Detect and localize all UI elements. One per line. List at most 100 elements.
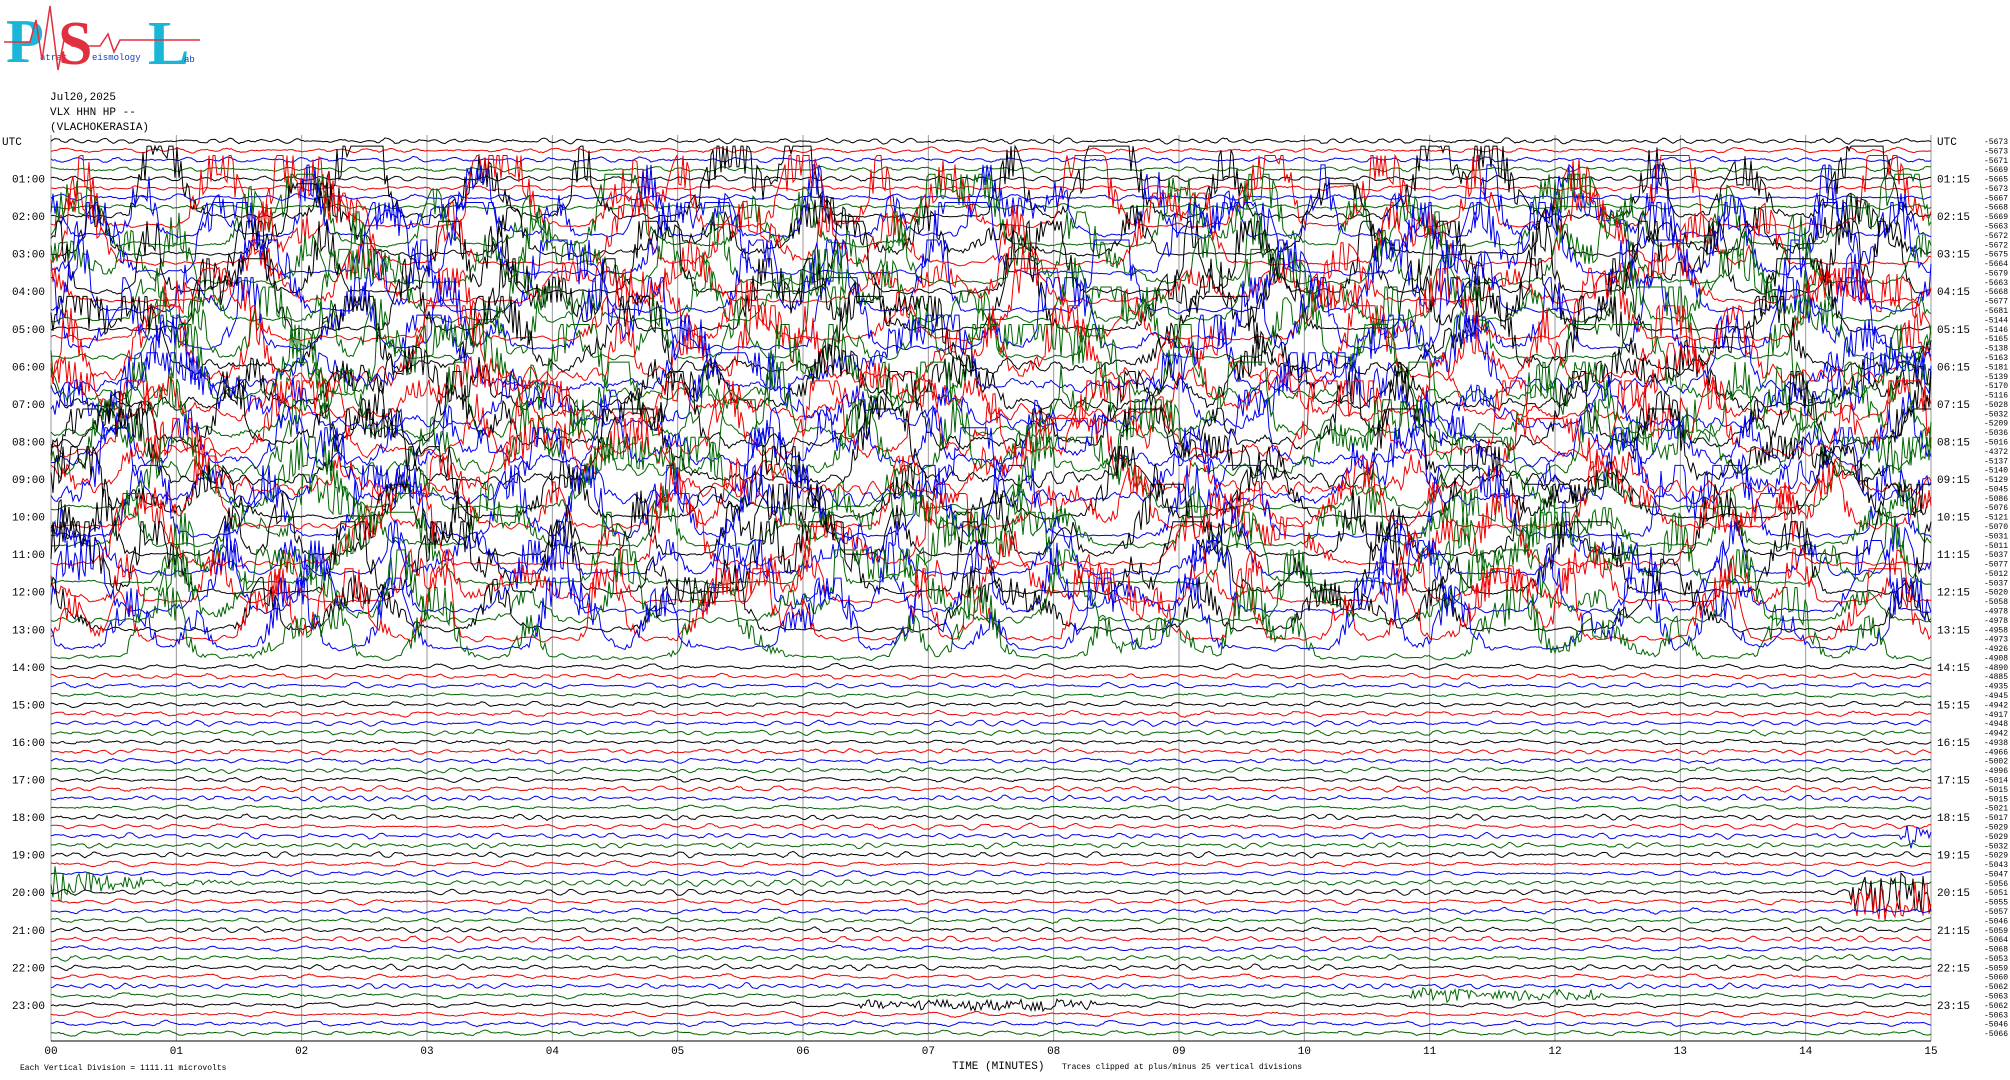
row-offset: -5017 xyxy=(1984,814,2008,823)
trace xyxy=(50,700,1932,709)
row-offset: -5031 xyxy=(1984,532,2008,541)
row-offset: -4945 xyxy=(1984,692,2008,701)
trace xyxy=(50,184,1932,192)
row-offset: -5673 xyxy=(1984,185,2008,194)
row-offset: -4942 xyxy=(1984,730,2008,739)
left-time-label: 03:00 xyxy=(12,250,45,262)
row-offset: -4926 xyxy=(1984,645,2008,654)
clip-note: Traces clipped at plus/minus 25 vertical… xyxy=(1062,1063,1302,1072)
right-time-label: 14:15 xyxy=(1937,663,1970,675)
trace xyxy=(51,1029,1932,1037)
trace xyxy=(50,954,1932,962)
row-offset: -5209 xyxy=(1984,420,2008,429)
logo-text: ab xyxy=(184,55,195,65)
row-offset: -4372 xyxy=(1984,448,2008,457)
row-offset: -5139 xyxy=(1984,373,2008,382)
trace xyxy=(50,662,1932,671)
trace xyxy=(50,492,1932,568)
trace xyxy=(50,757,1932,765)
right-time-label: 15:15 xyxy=(1937,700,1970,712)
x-tick-label: 07 xyxy=(922,1046,935,1058)
trace xyxy=(50,435,1932,511)
trace xyxy=(51,944,1932,953)
trace xyxy=(50,871,1932,914)
row-offset: -5671 xyxy=(1984,157,2008,166)
trace xyxy=(50,822,1932,831)
trace xyxy=(50,813,1932,822)
traces xyxy=(50,137,1932,1037)
trace xyxy=(50,210,1932,286)
left-time-label: 09:00 xyxy=(12,475,45,487)
trace xyxy=(50,137,1932,145)
row-offset: -5064 xyxy=(1984,936,2008,945)
row-offset: -5667 xyxy=(1984,194,2008,203)
x-tick-label: 10 xyxy=(1298,1046,1311,1058)
row-offset: -5140 xyxy=(1984,467,2008,476)
row-offset: -5121 xyxy=(1984,514,2008,523)
row-offset: -5070 xyxy=(1984,523,2008,532)
trace xyxy=(50,519,1932,595)
trace xyxy=(50,1010,1932,1019)
trace xyxy=(50,191,1932,267)
row-offset: -5165 xyxy=(1984,335,2008,344)
trace xyxy=(50,690,1931,699)
left-time-label: 20:00 xyxy=(12,888,45,900)
trace xyxy=(50,728,1932,737)
x-axis-label: TIME (MINUTES) xyxy=(952,1061,1044,1073)
row-offset: -4973 xyxy=(1984,636,2008,645)
row-offset: -5144 xyxy=(1984,316,2008,325)
trace xyxy=(50,454,1932,530)
x-tick-label: 00 xyxy=(44,1046,57,1058)
row-offset: -5669 xyxy=(1984,166,2008,175)
row-offset: -4996 xyxy=(1984,767,2008,776)
row-offset: -5663 xyxy=(1984,223,2008,232)
left-time-label: 23:00 xyxy=(12,1001,45,1013)
x-tick-label: 06 xyxy=(796,1046,809,1058)
row-offset: -5129 xyxy=(1984,476,2008,485)
row-offset: -5062 xyxy=(1984,1002,2008,1011)
row-offset: -5002 xyxy=(1984,758,2008,767)
right-time-label: 23:15 xyxy=(1937,1001,1970,1013)
left-time-label: 10:00 xyxy=(12,513,45,525)
x-tick-label: 04 xyxy=(546,1046,560,1058)
trace xyxy=(50,850,1932,859)
row-offset: -5046 xyxy=(1984,917,2008,926)
row-offset: -5029 xyxy=(1984,833,2008,842)
row-offset: -4978 xyxy=(1984,608,2008,617)
left-time-label: 15:00 xyxy=(12,700,45,712)
scale-note: Each Vertical Division = 1111.11 microvo… xyxy=(20,1064,227,1073)
trace xyxy=(50,248,1932,324)
left-time-label: 12:00 xyxy=(12,588,45,600)
trace xyxy=(50,916,1932,925)
left-time-label: 06:00 xyxy=(12,362,45,374)
right-time-label: 07:15 xyxy=(1937,400,1970,412)
row-offset: -5046 xyxy=(1984,1021,2008,1030)
trace xyxy=(50,304,1932,388)
right-time-label: 20:15 xyxy=(1937,888,1970,900)
left-time-label: UTC xyxy=(2,137,22,149)
row-offset: -5138 xyxy=(1984,345,2008,354)
row-offset: -5012 xyxy=(1984,570,2008,579)
x-tick-label: 11 xyxy=(1423,1046,1437,1058)
row-offset: -5016 xyxy=(1984,438,2008,447)
row-offset: -5679 xyxy=(1984,269,2008,278)
right-time-label: 08:15 xyxy=(1937,437,1970,449)
x-tick-label: 09 xyxy=(1172,1046,1185,1058)
row-offset: -5668 xyxy=(1984,288,2008,297)
trace xyxy=(50,860,1931,868)
left-time-label: 14:00 xyxy=(12,663,45,675)
x-tick-label: 12 xyxy=(1548,1046,1561,1058)
left-time-label: 22:00 xyxy=(12,963,45,975)
trace xyxy=(50,866,1932,902)
trace xyxy=(50,323,1932,404)
row-offset: -5057 xyxy=(1984,908,2008,917)
row-offset: -5015 xyxy=(1984,786,2008,795)
right-time-label: UTC xyxy=(1937,137,1957,149)
row-offset: -5021 xyxy=(1984,805,2008,814)
row-offset: -5062 xyxy=(1984,983,2008,992)
right-time-label: 03:15 xyxy=(1937,250,1970,262)
trace xyxy=(50,558,1932,633)
left-time-label: 19:00 xyxy=(12,851,45,863)
trace xyxy=(50,258,1932,333)
row-offset: -5673 xyxy=(1984,138,2008,147)
